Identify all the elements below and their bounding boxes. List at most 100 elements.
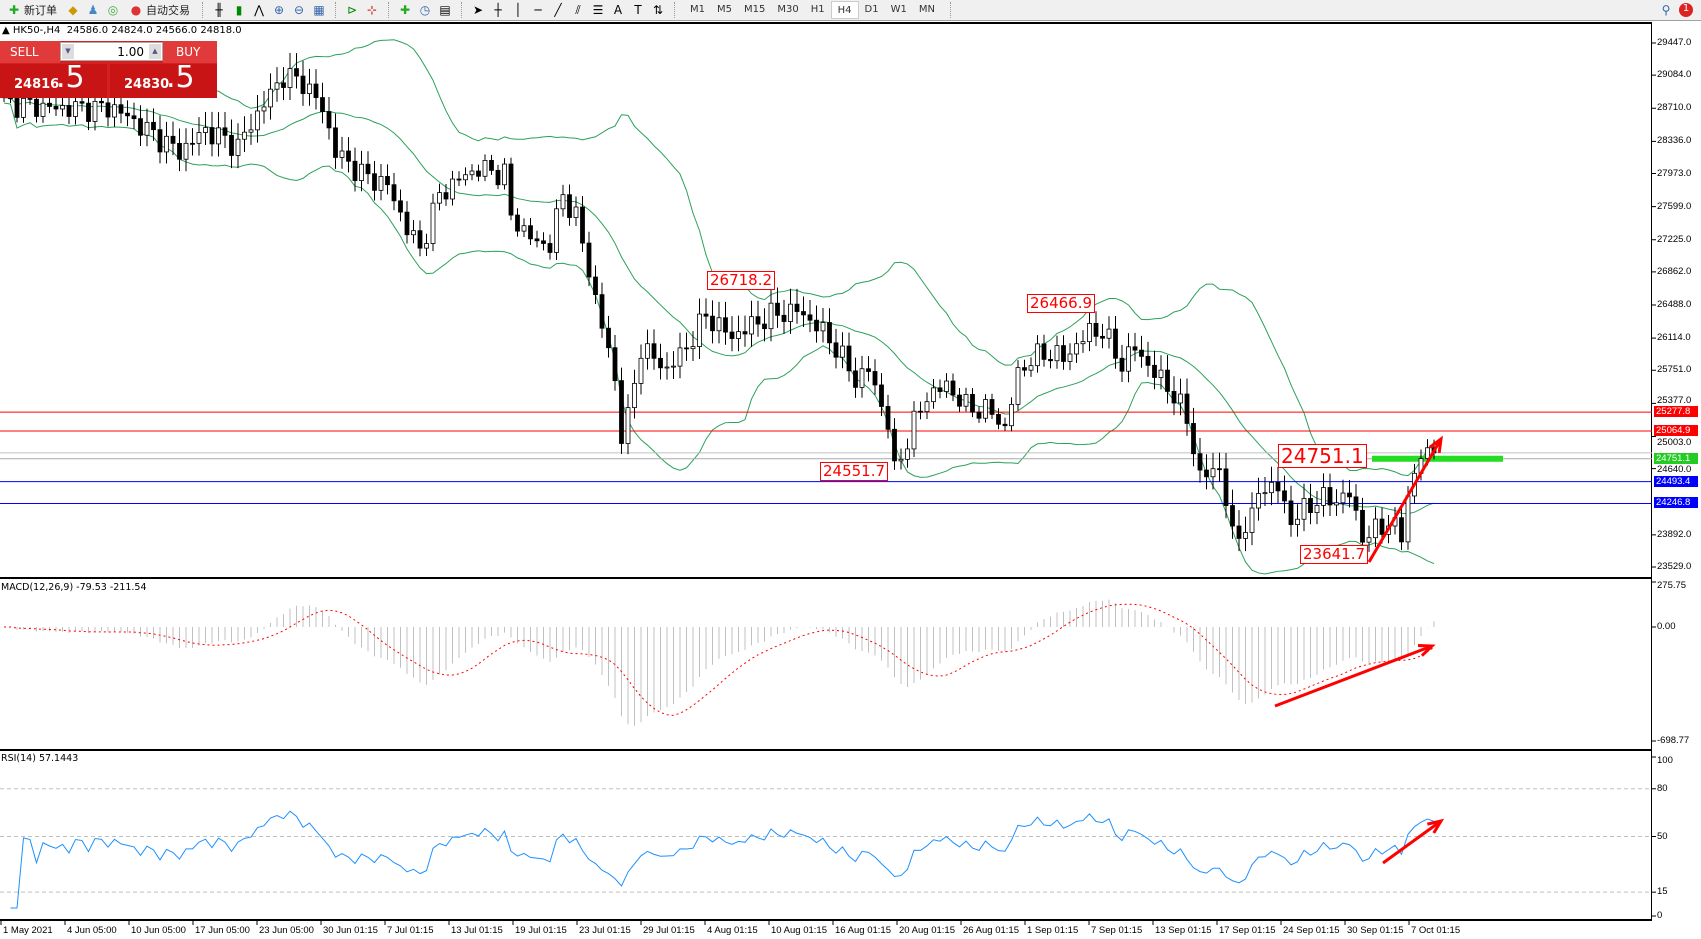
lot-decrease-button[interactable]: ▼ [62,44,74,59]
candle [1178,393,1183,404]
rsi-arrow-head [1427,818,1445,834]
crosshair-icon[interactable]: ┼ [494,3,502,17]
lot-increase-button[interactable]: ▲ [149,44,161,59]
rsi-line [10,810,1435,909]
candle [138,118,143,136]
date-axis-label: 23 Jun 05:00 [259,925,314,936]
candle [729,331,735,339]
lot-size-field[interactable]: ▼ 1.00 ▲ [60,42,163,61]
price-axis-label: 27599.0 [1657,200,1692,212]
indicators-icon[interactable]: ✚ [399,3,411,17]
horizontal-line-icon[interactable]: ─ [534,3,542,17]
price-pane [0,22,1652,575]
candle [268,88,273,108]
candle [463,174,468,181]
candle [1295,518,1300,526]
candle [1399,517,1404,543]
symbol-label: HK50-,H4 [12,25,61,36]
candle [398,200,403,213]
price-axis-label: 23892.0 [1657,528,1692,540]
candle [1002,423,1008,427]
zoom-out-icon[interactable]: ⊖ [293,3,305,17]
candle [918,410,923,413]
sell-price-button[interactable]: 24816 .5 [0,60,107,98]
periods-icon[interactable]: ◷ [419,3,431,17]
rsi-arrow [1382,819,1442,865]
new-order-button[interactable]: ✚ 新订单 [8,3,57,17]
sell-price-pips: .5 [56,60,85,95]
chart-window[interactable] [0,22,1652,921]
channel-icon[interactable]: ⫽ [575,3,581,17]
candle [274,82,280,90]
text-icon[interactable]: A [613,3,623,17]
autoscroll-icon[interactable]: ⊳ [346,3,358,17]
timeframe-m15[interactable]: M15 [744,4,766,15]
candle [47,102,52,107]
macd-label: MACD(12,26,9) -79.53 -211.54 [1,582,147,593]
trendline-icon[interactable]: ╱ [554,3,562,17]
tile-windows-icon[interactable]: ▦ [313,3,325,17]
auto-trading-button[interactable]: ● 自动交易 [130,3,190,17]
notification-badge[interactable]: 1 [1679,3,1693,17]
candle [1236,525,1242,539]
timeframe-m1[interactable]: M1 [690,4,705,15]
expert-icon[interactable]: ◆ [68,3,78,17]
candle [118,104,124,114]
candle [1269,481,1274,494]
sell-button[interactable]: SELL [0,41,60,63]
candle [625,407,631,444]
candle [1217,468,1222,471]
text-label-icon[interactable]: T [634,3,642,17]
rsi-axis-label: 80 [1657,782,1668,794]
cursor-icon[interactable]: ➤ [472,3,484,17]
candle [372,173,377,191]
templates-icon[interactable]: ▤ [439,3,451,17]
search-icon[interactable]: ⚲ [1661,3,1671,17]
candle [658,357,663,369]
candle [911,410,917,450]
candle [1360,509,1365,543]
candle [320,97,325,112]
timeframe-d1[interactable]: D1 [864,4,879,15]
candle [1158,369,1164,378]
timeframe-h4[interactable]: H4 [830,1,859,19]
buy-price-button[interactable]: 24830 .5 [110,60,217,98]
candle [1048,358,1053,362]
candle [1334,502,1339,506]
date-axis-label: 4 Aug 01:15 [707,925,758,936]
timeframe-m5[interactable]: M5 [717,4,732,15]
zoom-in-icon[interactable]: ⊕ [273,3,285,17]
candle [983,399,988,419]
chart-shift-icon[interactable]: ⊹ [366,3,378,17]
candle [1223,468,1229,506]
candle [775,302,780,316]
vertical-line-icon[interactable]: │ [514,3,522,17]
timeframe-m30[interactable]: M30 [777,4,799,15]
rsi-label: RSI(14) 57.1443 [1,753,79,764]
candle [1314,505,1320,513]
timeframe-w1[interactable]: W1 [890,4,907,15]
candle [970,394,975,413]
candle [1067,353,1073,362]
timeframe-mn[interactable]: MN [918,4,935,15]
candle [430,202,436,244]
macd-axis-label: -698.77 [1657,735,1690,746]
macd-arrow [1274,644,1433,708]
arrows-icon[interactable]: ⇅ [652,3,664,17]
fibonacci-icon[interactable]: ☰ [592,3,604,17]
candle [794,303,800,312]
timeframe-h1[interactable]: H1 [810,4,825,15]
candle-chart-icon[interactable]: ▮ [235,3,243,17]
market-icon[interactable]: ◎ [107,3,119,17]
buy-button[interactable]: BUY [163,41,217,63]
candle [1054,345,1060,362]
bar-chart-icon[interactable]: ╫ [215,3,223,17]
signals-icon[interactable]: ♟ [87,3,99,17]
macd-axis-label: 275.75 [1657,580,1687,591]
candle [378,176,384,191]
line-chart-icon[interactable]: ⋀ [254,3,264,17]
candle [586,242,592,278]
rsi-axis-label: 100 [1657,755,1673,766]
candle [222,127,228,136]
